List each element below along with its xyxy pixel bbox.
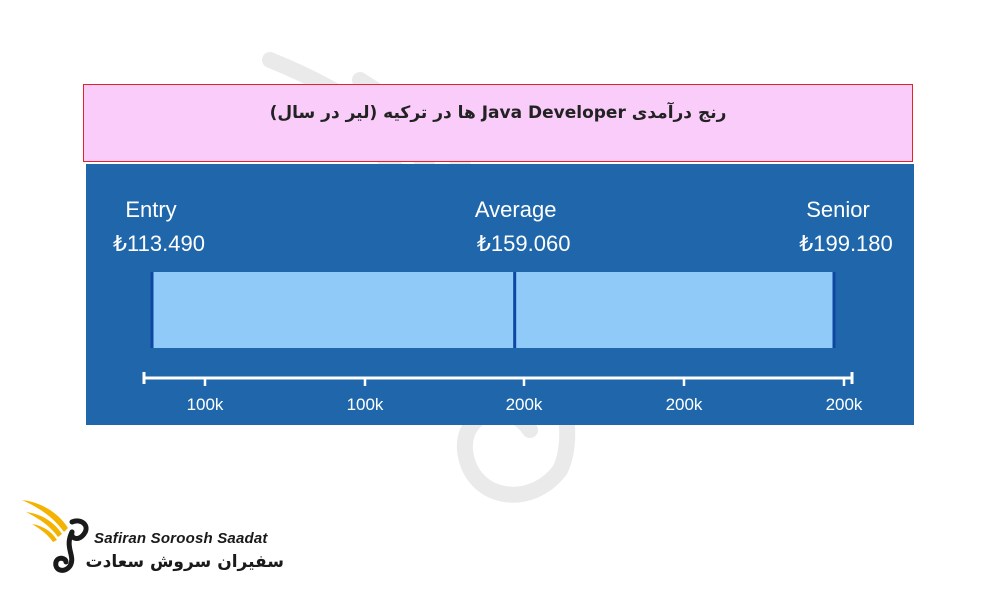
brand-logo: Safiran Soroosh Saadat سفیران سروش سعادت (20, 492, 290, 582)
x-tick-label: 200k (826, 395, 863, 414)
x-tick-label: 200k (506, 395, 543, 414)
x-tick-label: 200k (666, 395, 703, 414)
x-tick-label: 100k (187, 395, 224, 414)
salary-range-bar (152, 272, 834, 348)
category-label-average: Average (474, 197, 557, 222)
chart-title-bar: رنج درآمدی Java Developer ها در ترکیه (ل… (83, 84, 913, 162)
value-label-senior: ₺199.180 (799, 231, 893, 256)
category-label-entry: Entry (125, 197, 177, 222)
category-label-senior: Senior (806, 197, 870, 222)
chart-panel: Entry ₺113.490 Average ₺159.060 Senior ₺… (86, 164, 914, 425)
value-label-entry: ₺113.490 (113, 231, 205, 256)
chart-title: رنج درآمدی Java Developer ها در ترکیه (ل… (269, 103, 727, 123)
winged-bird-logo-icon (22, 500, 89, 573)
value-label-average: ₺159.060 (476, 231, 571, 256)
brand-name-persian: سفیران سروش سعادت (85, 552, 284, 572)
brand-name-english: Safiran Soroosh Saadat (94, 530, 268, 547)
salary-range-chart: 100k 100k 200k 200k 200k (142, 272, 863, 414)
x-axis: 100k 100k 200k 200k 200k (142, 372, 863, 414)
x-tick-label: 100k (347, 395, 384, 414)
